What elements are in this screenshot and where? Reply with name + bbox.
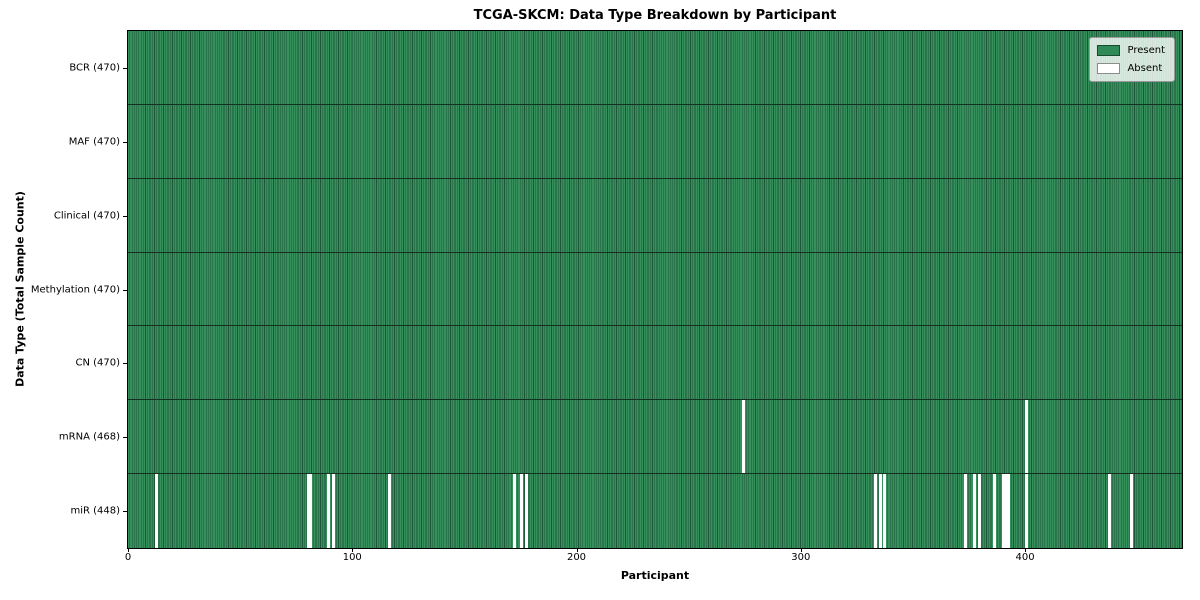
absent-mark-mir-337 — [883, 474, 887, 548]
absent-mark-mir-177 — [524, 474, 528, 548]
absent-mark-mrna-400 — [1024, 400, 1028, 474]
row-clinical — [128, 179, 1182, 253]
ytick-mark — [123, 141, 127, 143]
ytick-mark — [123, 363, 127, 365]
absent-mark-mir-91 — [331, 474, 335, 548]
absent-mark-mir-81 — [309, 474, 313, 548]
legend-swatch-absent — [1097, 63, 1121, 74]
plot-area: Present Absent — [127, 30, 1183, 549]
row-mrna — [128, 400, 1182, 475]
legend-label-absent: Absent — [1127, 63, 1163, 74]
legend-item-present: Present — [1097, 43, 1165, 58]
legend-item-absent: Absent — [1097, 61, 1165, 76]
row-bcr — [128, 31, 1182, 105]
absent-mark-mir-172 — [513, 474, 517, 548]
row-methylation — [128, 253, 1182, 327]
ytick-mark — [123, 289, 127, 291]
legend-swatch-present — [1097, 45, 1121, 56]
absent-mark-mir-379 — [977, 474, 981, 548]
ytick-mark — [123, 511, 127, 513]
xtick-mark — [800, 548, 802, 552]
absent-mark-mir-116 — [387, 474, 391, 548]
ytick-mark — [123, 215, 127, 217]
xtick-label-0: 0 — [124, 552, 132, 563]
absent-mark-mir-391 — [1004, 474, 1008, 548]
absent-mark-mir-80 — [307, 474, 311, 548]
absent-mark-mir-392 — [1006, 474, 1010, 548]
absent-mark-mir-377 — [973, 474, 977, 548]
ytick-label-mrna: mRNA (468) — [58, 431, 120, 443]
xtick-mark — [352, 548, 354, 552]
xtick-mark — [576, 548, 578, 552]
ytick-mark — [123, 67, 127, 69]
absent-mark-mir-400 — [1024, 474, 1028, 548]
chart-title: TCGA-SKCM: Data Type Breakdown by Partic… — [473, 8, 837, 23]
ytick-label-methylation: Methylation (470) — [30, 284, 120, 295]
ytick-label-bcr: BCR (470) — [69, 62, 120, 74]
ytick-label-mir: miR (448) — [70, 505, 120, 517]
xtick-label-400: 400 — [1015, 552, 1035, 563]
ytick-label-clinical: Clinical (470) — [53, 210, 120, 222]
row-cn — [128, 326, 1182, 401]
absent-mark-mir-390 — [1002, 474, 1006, 548]
xtick-mark — [128, 548, 129, 552]
ytick-mark — [123, 437, 127, 439]
xtick-mark — [1025, 548, 1027, 552]
xtick-label-200: 200 — [566, 552, 587, 563]
absent-mark-mir-335 — [878, 474, 882, 548]
row-mir — [128, 474, 1182, 548]
xtick-label-100: 100 — [342, 552, 362, 563]
absent-mark-mir-12 — [154, 474, 158, 548]
absent-mark-mir-447 — [1130, 474, 1134, 548]
absent-mark-mrna-274 — [742, 400, 746, 474]
absent-mark-mir-333 — [874, 474, 878, 548]
absent-mark-mir-89 — [327, 474, 331, 548]
absent-mark-mir-386 — [993, 474, 997, 548]
row-maf — [128, 105, 1182, 179]
x-axis-label: Participant — [620, 569, 690, 582]
absent-mark-mir-175 — [520, 474, 524, 548]
ytick-label-cn: CN (470) — [75, 357, 120, 369]
ytick-label-maf: MAF (470) — [68, 136, 120, 148]
absent-mark-mir-437 — [1107, 474, 1111, 548]
xtick-label-300: 300 — [791, 552, 811, 563]
absent-mark-mir-373 — [964, 474, 968, 548]
legend: Present Absent — [1089, 37, 1175, 82]
legend-label-present: Present — [1127, 45, 1165, 56]
